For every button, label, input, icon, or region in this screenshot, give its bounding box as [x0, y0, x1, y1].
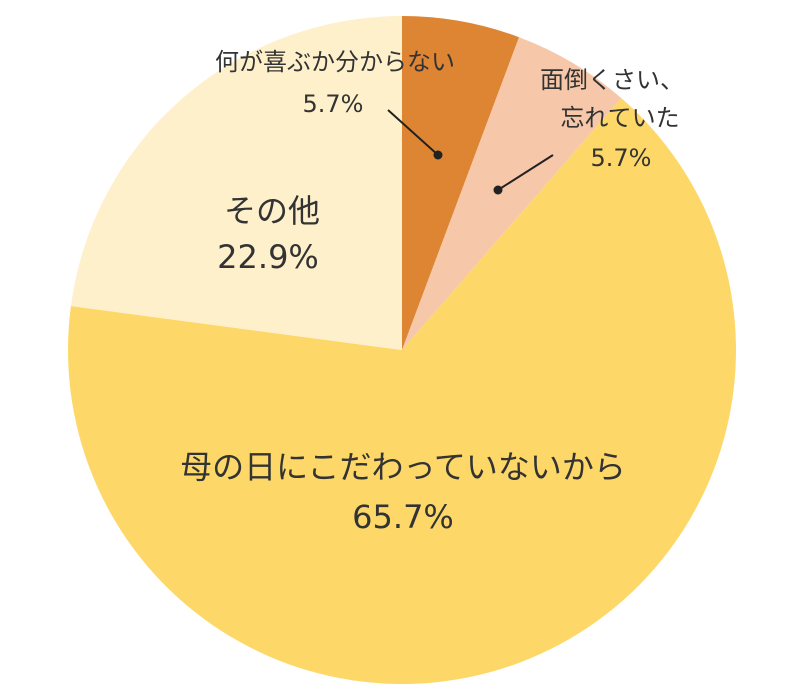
slice-label-group-2: 面倒くさい、 忘れていた 5.7%: [493, 66, 684, 195]
pie-slice-3: [67, 98, 736, 684]
slice-value-4: 22.9%: [217, 238, 319, 276]
leader-dot-1: [433, 150, 443, 160]
pie-slice-4: [70, 16, 402, 350]
leader-line-2: [497, 154, 554, 191]
slice-label-group-3: 母の日にこだわっていないから 65.7%: [180, 448, 626, 536]
slice-label-4: その他: [224, 192, 320, 230]
slice-value-3: 65.7%: [352, 498, 454, 536]
slice-value-1: 5.7%: [303, 90, 364, 118]
slice-label-2-line-2: 忘れていた: [560, 104, 679, 132]
slice-label-2-line-1: 面倒くさい、: [540, 66, 684, 94]
slice-value-2: 5.7%: [591, 144, 652, 172]
pie-slice-1: [402, 16, 520, 350]
slice-label-group-4: その他 22.9%: [217, 192, 320, 276]
leader-dot-2: [493, 185, 503, 195]
slice-label-3: 母の日にこだわっていないから: [180, 448, 626, 486]
slice-label-1: 何が喜ぶか分からない: [215, 48, 455, 76]
leader-line-1: [387, 109, 439, 156]
pie-slices: [67, 16, 736, 684]
slice-label-group-1: 何が喜ぶか分からない 5.7%: [215, 48, 455, 160]
pie-slice-2: [402, 37, 622, 351]
